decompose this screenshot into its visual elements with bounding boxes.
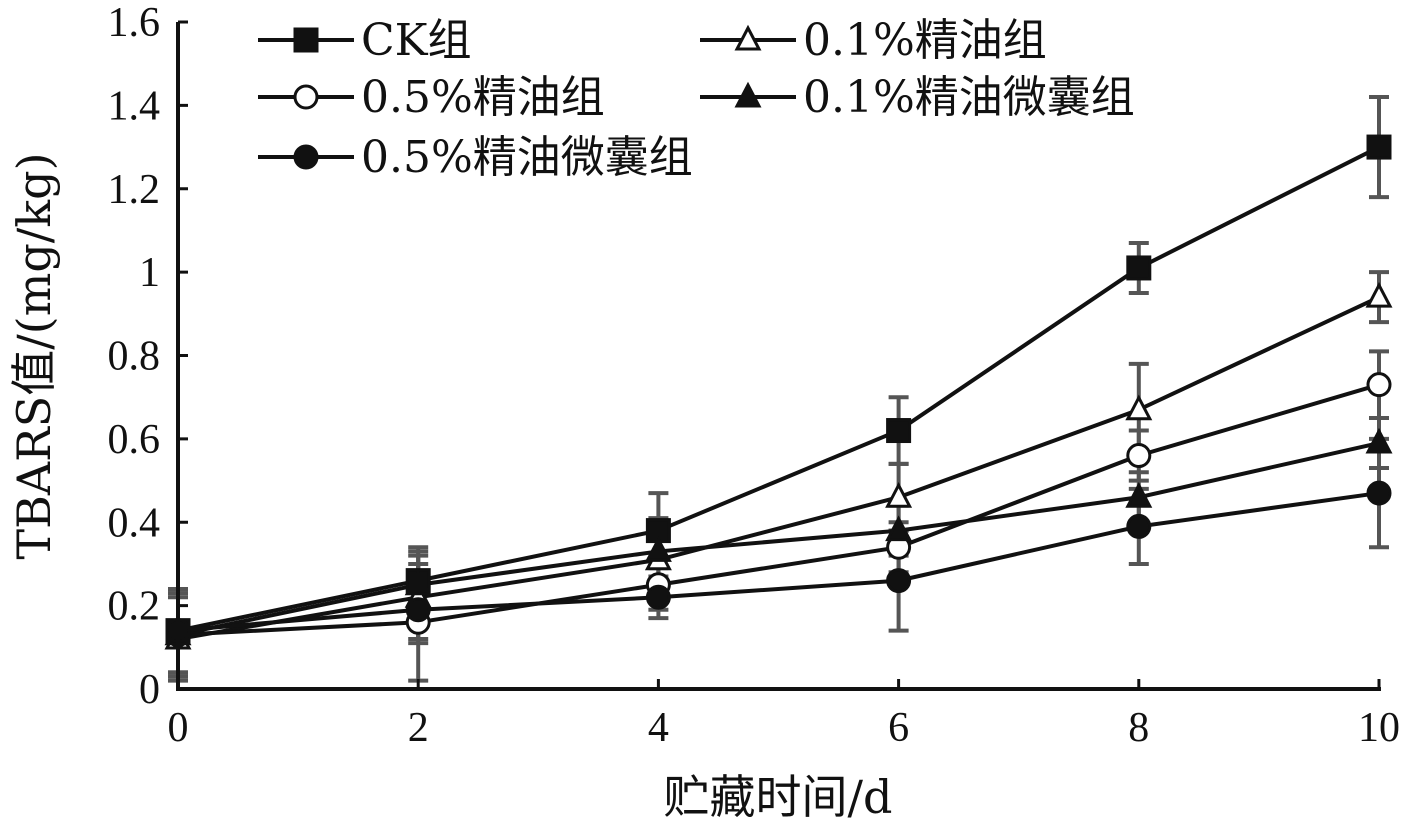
data-point: [1125, 482, 1153, 508]
series-line: [177, 441, 1380, 637]
legend-label: 0.5%精油微囊组: [361, 132, 693, 183]
legend-marker: [293, 84, 319, 110]
legend-marker: [293, 27, 319, 53]
data-point: [644, 536, 672, 562]
x-tick-label: 2: [408, 705, 429, 751]
data-point: [1126, 443, 1152, 469]
y-tick-label: 1: [139, 250, 160, 296]
series-lines-layer: [177, 145, 1380, 641]
x-tick-label: 10: [1358, 705, 1400, 751]
legend-label: 0.5%精油组: [361, 72, 605, 123]
legend-label: 0.1%精油组: [803, 15, 1047, 66]
legend-marker: [293, 144, 319, 170]
x-tick-label: 4: [648, 705, 669, 751]
y-axis-title: TBARS值/(mg/kg): [7, 152, 61, 559]
y-tick-label: 1.4: [108, 83, 161, 129]
x-axis-title: 贮藏时间/d: [664, 770, 893, 824]
data-point: [1366, 480, 1392, 506]
data-point: [886, 418, 912, 444]
y-tick-label: 0.6: [108, 417, 161, 463]
data-point: [645, 584, 671, 610]
y-tick-label: 0.4: [108, 500, 161, 546]
series-line: [177, 145, 1380, 633]
data-point: [1365, 281, 1393, 308]
y-tick-label: 0.2: [108, 584, 161, 630]
data-point: [1366, 372, 1392, 398]
series-line: [177, 491, 1380, 633]
axes: [176, 20, 1381, 691]
data-point: [1366, 134, 1392, 160]
x-tick-label: 0: [168, 705, 189, 751]
legend-label: 0.1%精油微囊组: [803, 72, 1135, 123]
data-point: [886, 568, 912, 594]
y-tick-label: 1.6: [108, 0, 161, 46]
legend-marker: [734, 24, 762, 51]
data-point: [885, 482, 913, 508]
data-point: [404, 569, 432, 596]
legend: CK组 0.1%精油组 0.5%精油组 0.1%精油微囊组 0.5%精油微囊组: [258, 15, 1135, 183]
tick-labels: 0 0.2 0.4 0.6 0.8 1 1.2 1.4 1.6 0 2 4 6 8 10: [108, 0, 1401, 751]
data-point: [1126, 255, 1152, 281]
legend-marker: [734, 81, 762, 108]
legend-label: CK组: [361, 15, 472, 66]
y-tick-label: 0.8: [108, 334, 161, 380]
x-tick-label: 8: [1128, 705, 1149, 751]
y-tick-label: 0: [139, 667, 160, 713]
markers-layer: [164, 134, 1393, 650]
x-tick-label: 6: [888, 705, 909, 751]
data-point: [1125, 394, 1153, 421]
data-point: [1126, 513, 1152, 539]
y-tick-label: 1.2: [108, 167, 161, 213]
series-line: [177, 382, 1380, 637]
data-point: [1365, 427, 1393, 454]
series-line: [177, 295, 1380, 641]
data-point: [885, 515, 913, 542]
data-point: [405, 597, 431, 623]
